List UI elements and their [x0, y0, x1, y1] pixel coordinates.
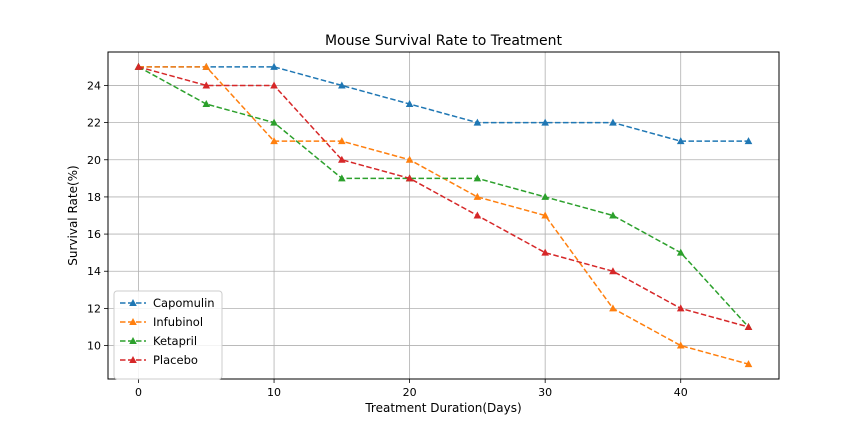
data-point — [202, 81, 211, 89]
data-point — [270, 118, 278, 126]
x-tick-label: 10 — [267, 386, 281, 399]
legend-label: Ketapril — [153, 334, 197, 348]
x-tick-label: 40 — [674, 386, 688, 399]
data-point — [473, 192, 482, 200]
data-point — [676, 137, 685, 145]
x-tick-label: 20 — [403, 386, 417, 399]
data-point — [270, 81, 278, 89]
series-line — [138, 66, 750, 328]
data-point — [609, 267, 617, 275]
y-tick-label: 10 — [87, 340, 101, 353]
series-lines — [134, 62, 753, 368]
legend-label: Capomulin — [153, 296, 215, 310]
data-point — [541, 118, 549, 126]
y-tick-label: 22 — [87, 117, 101, 130]
x-tick-label: 30 — [538, 386, 552, 399]
data-point — [744, 322, 753, 330]
data-point — [473, 118, 482, 126]
data-point — [473, 211, 482, 219]
series-line — [138, 66, 749, 142]
y-tick-label: 18 — [87, 191, 101, 204]
axis-ticks: 0 10 20 30 40 10 12 14 16 18 20 22 24 — [87, 79, 688, 399]
legend-box — [113, 290, 223, 380]
data-point — [676, 248, 685, 256]
data-point — [676, 341, 685, 349]
data-point — [134, 62, 143, 70]
y-tick-label: 24 — [87, 79, 101, 92]
data-point — [202, 100, 211, 108]
y-tick-label: 14 — [87, 265, 101, 278]
legend-marker — [129, 356, 137, 363]
data-point — [473, 174, 482, 182]
data-point — [744, 137, 753, 145]
y-tick-label: 20 — [87, 154, 101, 167]
data-point — [405, 174, 414, 182]
legend-label: Infubinol — [153, 315, 203, 329]
data-point — [270, 137, 278, 145]
x-axis-label: Treatment Duration(Days) — [364, 401, 521, 415]
y-tick-label: 12 — [87, 302, 101, 315]
data-point — [338, 174, 346, 182]
data-point — [541, 248, 549, 256]
legend-item: Ketapril — [120, 334, 197, 348]
data-point — [609, 211, 617, 219]
legend-marker — [129, 318, 137, 325]
data-point — [405, 155, 414, 163]
data-point — [609, 118, 617, 126]
series-line — [138, 66, 749, 328]
y-axis-label: Survival Rate(%) — [66, 165, 80, 265]
data-point — [405, 100, 414, 108]
data-point — [202, 62, 211, 70]
legend: Capomulin Infubinol Ketapril Placebo — [113, 290, 223, 380]
data-point — [338, 81, 346, 89]
legend-item: Capomulin — [120, 296, 215, 310]
chart-title: Mouse Survival Rate to Treatment — [325, 33, 563, 49]
data-point — [270, 62, 278, 70]
plot-frame — [107, 51, 780, 380]
y-tick-label: 16 — [87, 228, 101, 241]
data-point — [744, 360, 753, 368]
data-point — [541, 192, 549, 200]
legend-marker — [129, 337, 137, 344]
legend-item: Infubinol — [120, 315, 203, 329]
legend-item: Placebo — [120, 353, 198, 367]
data-point — [609, 304, 617, 312]
x-tick-label: 0 — [135, 386, 142, 399]
data-point — [338, 155, 346, 163]
legend-label: Placebo — [153, 353, 198, 367]
data-point — [676, 304, 685, 312]
series-placebo — [134, 62, 753, 330]
data-point — [541, 211, 549, 219]
data-point — [338, 137, 346, 145]
legend-marker — [129, 299, 137, 306]
